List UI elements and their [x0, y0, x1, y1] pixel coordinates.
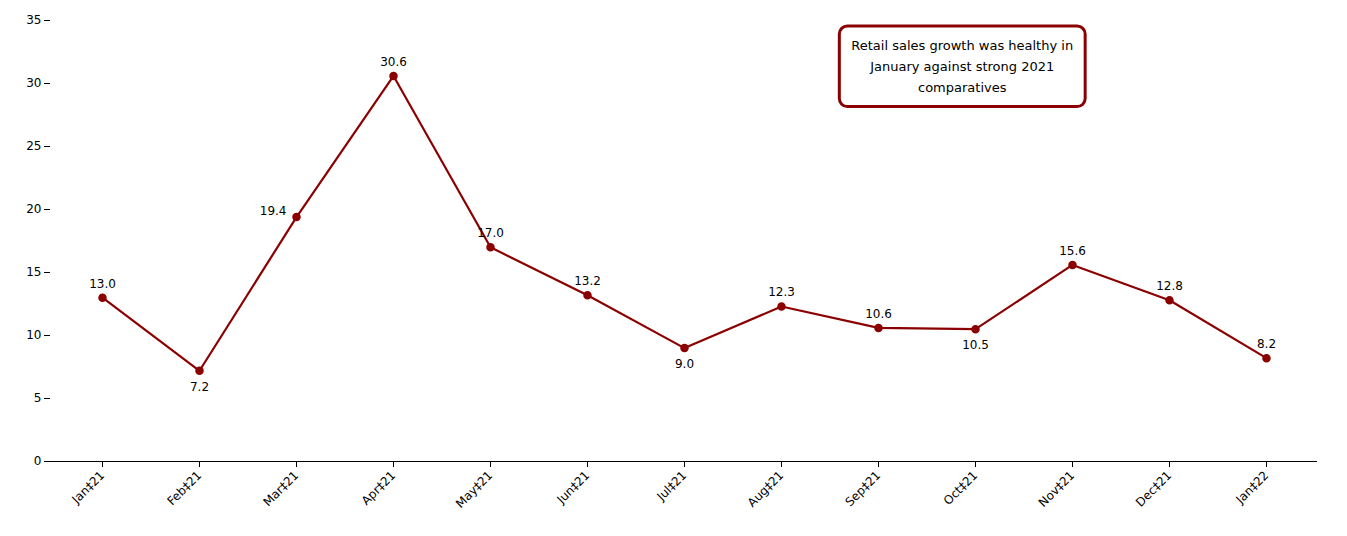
svg-text:25: 25 — [26, 139, 41, 153]
svg-text:10: 10 — [26, 328, 41, 342]
svg-text:13.0: 13.0 — [89, 277, 116, 291]
svg-text:9.0: 9.0 — [675, 357, 694, 371]
svg-text:Sep‡21: Sep‡21 — [842, 468, 883, 509]
svg-text:Jan‡21: Jan‡21 — [69, 468, 108, 507]
svg-text:Aug‡21: Aug‡21 — [745, 468, 787, 510]
svg-text:Apr‡21: Apr‡21 — [359, 468, 399, 508]
svg-text:Jan‡22: Jan‡22 — [1233, 468, 1272, 507]
svg-text:35: 35 — [26, 13, 41, 27]
svg-text:8.2: 8.2 — [1257, 337, 1276, 351]
svg-text:Feb‡21: Feb‡21 — [164, 468, 204, 508]
svg-text:12.8: 12.8 — [1156, 279, 1183, 293]
svg-text:7.2: 7.2 — [190, 380, 209, 394]
svg-text:Nov‡21: Nov‡21 — [1036, 468, 1078, 510]
svg-text:15.6: 15.6 — [1059, 244, 1086, 258]
svg-text:Jul‡21: Jul‡21 — [653, 468, 689, 504]
svg-text:Oct‡21: Oct‡21 — [941, 468, 981, 508]
svg-text:15: 15 — [26, 265, 41, 279]
svg-text:10.5: 10.5 — [962, 338, 989, 352]
svg-text:5: 5 — [34, 391, 42, 405]
svg-text:Jun‡21: Jun‡21 — [553, 468, 592, 507]
svg-text:Mar‡21: Mar‡21 — [260, 468, 301, 509]
svg-text:12.3: 12.3 — [768, 285, 795, 299]
svg-text:30: 30 — [26, 76, 41, 90]
svg-text:20: 20 — [26, 202, 41, 216]
svg-text:17.0: 17.0 — [477, 226, 504, 240]
svg-text:30.6: 30.6 — [380, 55, 407, 69]
svg-text:Dec‡21: Dec‡21 — [1133, 468, 1174, 509]
svg-text:0: 0 — [34, 454, 42, 468]
svg-text:10.6: 10.6 — [865, 307, 892, 321]
svg-text:19.4: 19.4 — [260, 204, 287, 218]
svg-text:Retail sales growth was health: Retail sales growth was healthy inJanuar… — [851, 38, 1073, 95]
svg-text:May‡21: May‡21 — [453, 468, 495, 510]
svg-text:13.2: 13.2 — [574, 274, 601, 288]
